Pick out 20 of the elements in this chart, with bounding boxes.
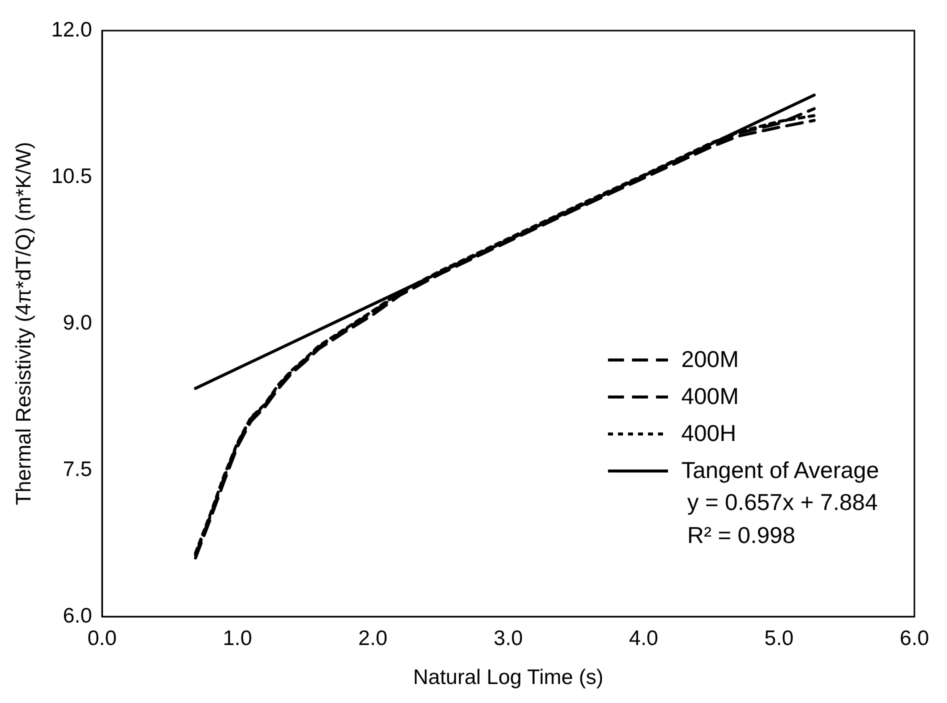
y-tick-label: 10.5 xyxy=(51,164,92,188)
annotation: R² = 0.998 xyxy=(687,522,796,550)
annotation: y = 0.657x + 7.884 xyxy=(687,489,879,517)
x-tick-label: 6.0 xyxy=(900,626,930,650)
legend-label: 400M xyxy=(681,383,739,410)
x-tick-label: 1.0 xyxy=(222,626,252,650)
legend-label: Tangent of Average xyxy=(681,457,879,484)
x-tick-label: 3.0 xyxy=(494,626,523,650)
y-tick-label: 6.0 xyxy=(62,604,92,628)
y-tick-label: 12.0 xyxy=(51,18,92,42)
x-tick-label: 4.0 xyxy=(629,626,658,650)
legend-label: 400H xyxy=(681,420,736,447)
x-tick-label: 0.0 xyxy=(87,626,117,650)
x-tick-label: 5.0 xyxy=(764,626,794,650)
y-tick-label: 7.5 xyxy=(62,458,92,481)
legend-label: 200M xyxy=(681,346,739,373)
x-tick-label: 2.0 xyxy=(358,626,388,650)
y-tick-label: 9.0 xyxy=(62,311,92,334)
y-axis-title: Thermal Resistivity (4π*dT/Q) (m*K/W) xyxy=(12,142,36,506)
x-axis-title: Natural Log Time (s) xyxy=(413,666,604,690)
